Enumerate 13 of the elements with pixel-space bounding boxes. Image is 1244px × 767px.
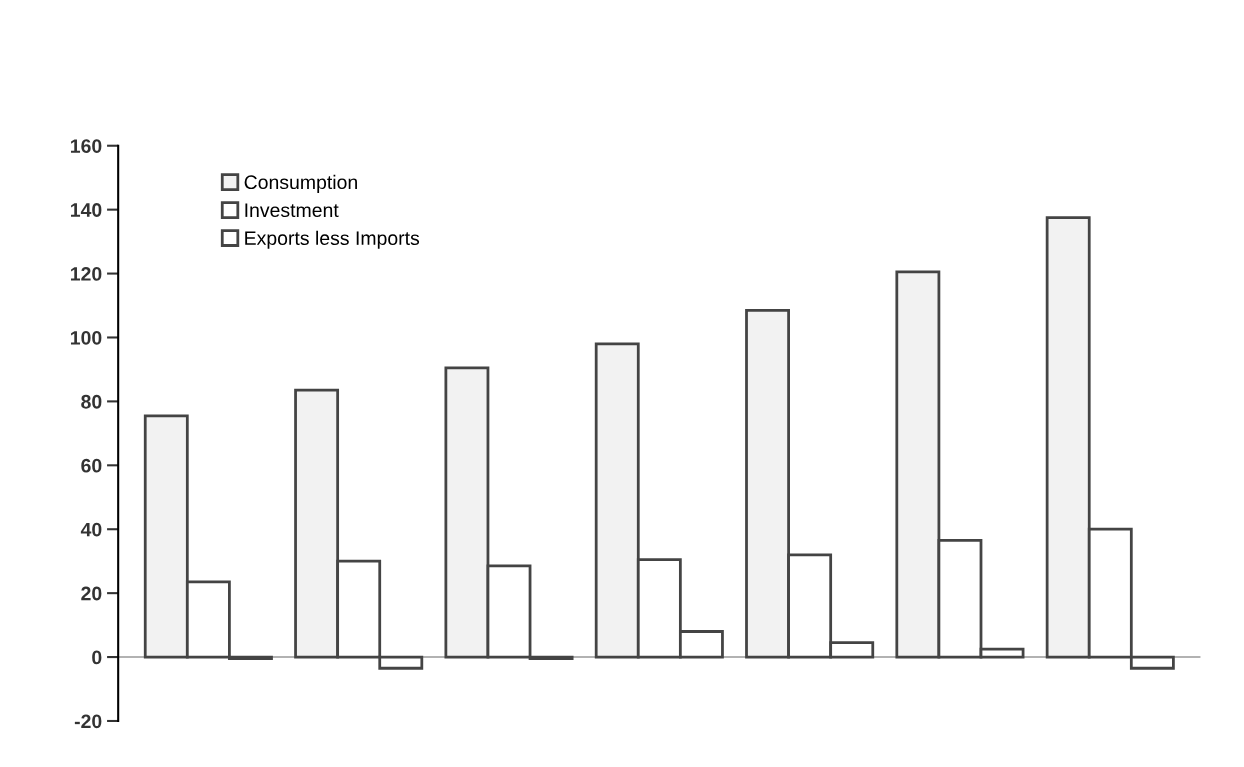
y-tick-label: -20 — [74, 714, 102, 729]
y-tick-label: 120 — [70, 267, 102, 281]
legend-label: Investment — [245, 203, 339, 218]
y-tick-label: 60 — [81, 458, 102, 473]
y-tick-label: 140 — [70, 203, 102, 217]
legend-label: Exports less Imports — [245, 230, 420, 249]
y-tick-label: 40 — [80, 522, 102, 537]
y-tick-label: 80 — [81, 394, 102, 409]
legend-label: Consumption — [244, 174, 357, 193]
y-tick-label: 100 — [70, 330, 102, 345]
y-tick-label: 20 — [81, 586, 102, 601]
y-tick-label: 0 — [92, 650, 102, 665]
y-tick-label: 160 — [70, 139, 102, 153]
